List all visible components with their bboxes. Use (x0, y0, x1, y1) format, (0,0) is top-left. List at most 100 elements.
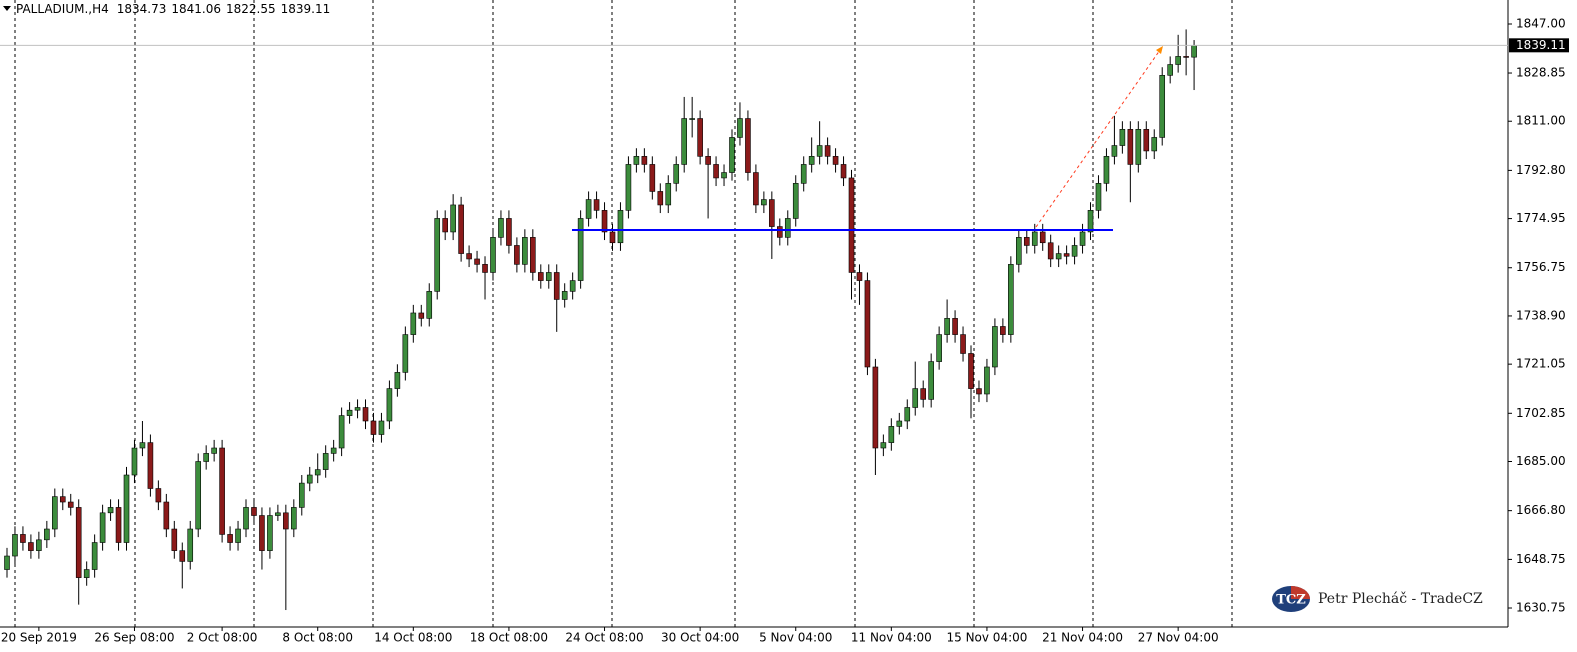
candle-body (848, 177, 855, 273)
candle-body (426, 291, 433, 319)
candle-body (1095, 183, 1102, 211)
candle-body (1079, 231, 1086, 246)
candle-body (561, 291, 568, 300)
x-tick-label: 24 Oct 08:00 (565, 631, 643, 645)
axis-labels: 1847.00 1828.85 1811.00 1792.80 1774.95 1756.… (1, 17, 1566, 645)
candle-body (251, 507, 257, 516)
candle-body (872, 366, 879, 449)
candle-body (195, 461, 202, 530)
candle-body (936, 334, 942, 362)
y-tick-label: 1666.80 (1516, 503, 1566, 517)
candle-body (601, 210, 608, 233)
candle-body (378, 420, 385, 435)
candle-body (1087, 210, 1094, 233)
candle-body (131, 447, 138, 476)
menu-triangle (3, 6, 11, 11)
header-open: 1834.73 (117, 2, 167, 16)
candle-body (800, 164, 807, 184)
candle-body (960, 334, 966, 354)
y-tick-label: 1811.00 (1516, 114, 1566, 128)
candle-body (418, 312, 425, 319)
candle-body (1039, 231, 1046, 244)
candle-body (506, 218, 512, 246)
y-tick-label: 1828.85 (1516, 66, 1566, 80)
candle-body (776, 226, 783, 238)
candle-body (689, 118, 695, 120)
candle-body (976, 388, 982, 395)
candle-body (267, 515, 273, 551)
candle-body (609, 231, 616, 244)
candle-body (20, 534, 26, 543)
candle-body (1111, 145, 1118, 157)
x-tick-label: 8 Oct 08:00 (282, 631, 353, 645)
y-tick-label: 1847.00 (1516, 17, 1566, 31)
candle-body (545, 272, 552, 281)
candle-body (386, 388, 393, 422)
candle-body (235, 528, 241, 543)
candle-body (832, 156, 839, 165)
y-tick-label: 1738.90 (1516, 308, 1566, 322)
candle-body (761, 199, 767, 206)
candle-body (649, 164, 656, 192)
candle-body (657, 191, 664, 206)
candle-body (322, 453, 329, 470)
candle-body (992, 326, 998, 368)
candles (4, 29, 1197, 611)
candle-body (912, 388, 919, 408)
period-separators (14, 0, 1233, 627)
candle-body (840, 164, 847, 179)
candle-body (83, 569, 90, 578)
y-tick-label: 1774.95 (1516, 211, 1566, 225)
candle-body (219, 447, 225, 535)
candle-body (171, 528, 178, 551)
candle-body (968, 353, 974, 389)
candle-body (577, 218, 584, 281)
candle-body (275, 512, 281, 516)
trend-line (1035, 49, 1161, 228)
candle-body (856, 272, 863, 281)
candle-body (904, 407, 911, 422)
candle-body (75, 507, 82, 578)
candle-body (888, 426, 895, 443)
y-tick-label: 1702.85 (1516, 406, 1566, 420)
candle-body (163, 501, 170, 530)
candle-body (283, 512, 289, 530)
candle-body (458, 204, 464, 254)
x-tick-label: 5 Nov 04:00 (759, 631, 832, 645)
x-tick-label: 15 Nov 04:00 (946, 631, 1027, 645)
candle-body (1047, 242, 1054, 260)
candle-body (28, 542, 34, 551)
candle-body (434, 218, 441, 292)
candle-body (769, 199, 775, 227)
candle-body (784, 218, 791, 238)
candle-body (211, 447, 217, 454)
candle-body (123, 474, 130, 543)
x-tick-label: 21 Nov 04:00 (1042, 631, 1123, 645)
y-tick-label: 1792.80 (1516, 163, 1566, 177)
candle-body (139, 442, 146, 449)
y-tick-label: 1630.75 (1516, 601, 1566, 615)
candle-body (1071, 245, 1078, 257)
candle-body (227, 534, 233, 543)
candle-body (52, 496, 58, 530)
candle-body (1183, 56, 1189, 58)
candle-body (537, 272, 544, 281)
candle-body (522, 237, 528, 265)
current-price-label: 1839.11 (1516, 38, 1566, 52)
candle-body (1119, 129, 1126, 146)
candle-body (864, 280, 871, 368)
candle-body (1103, 156, 1110, 184)
candle-body (1191, 45, 1197, 58)
candle-body (354, 407, 361, 411)
candle-body (498, 218, 504, 238)
x-tick-label: 14 Oct 08:00 (374, 631, 452, 645)
candle-body (1063, 253, 1070, 257)
candle-body (1008, 264, 1014, 335)
watermark-text: Petr Plecháč - TradeCZ (1318, 591, 1483, 607)
candle-body (466, 253, 472, 260)
candle-body (394, 372, 401, 389)
x-tick-label: 2 Oct 08:00 (187, 631, 258, 645)
candle-body (4, 555, 10, 570)
candle-body (36, 539, 42, 551)
